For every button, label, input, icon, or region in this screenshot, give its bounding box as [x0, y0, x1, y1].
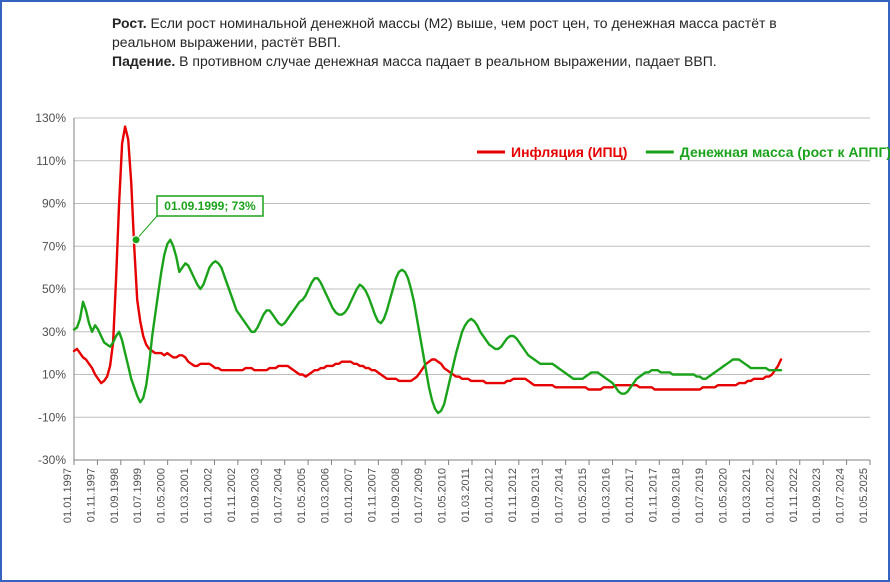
svg-text:01.07.2004: 01.07.2004: [273, 468, 285, 523]
svg-text:70%: 70%: [42, 239, 66, 253]
svg-text:90%: 90%: [42, 197, 66, 211]
svg-text:10%: 10%: [42, 368, 66, 382]
chart-svg: -30% -10% 10% 30% 50% 70% 90% 110% 130% 01.01.199…: [2, 2, 890, 582]
svg-text:01.07.2009: 01.07.2009: [413, 468, 425, 523]
svg-text:30%: 30%: [42, 325, 66, 339]
svg-text:130%: 130%: [35, 111, 66, 125]
svg-text:01.05.2000: 01.05.2000: [156, 468, 168, 523]
svg-text:01.07.2014: 01.07.2014: [554, 468, 566, 523]
svg-text:01.09.2003: 01.09.2003: [249, 468, 261, 523]
svg-text:01.11.2022: 01.11.2022: [788, 468, 800, 522]
svg-text:01.11.1997: 01.11.1997: [85, 468, 97, 522]
legend-label: Денежная масса (рост к АППГ): [680, 144, 890, 160]
svg-text:01.01.2007: 01.01.2007: [343, 468, 355, 523]
svg-text:01.03.2011: 01.03.2011: [460, 468, 472, 522]
series-inflation: [74, 127, 781, 390]
svg-text:01.05.2020: 01.05.2020: [718, 468, 730, 523]
svg-text:01.11.2007: 01.11.2007: [366, 468, 378, 522]
svg-text:01.01.2022: 01.01.2022: [764, 468, 776, 523]
svg-text:01.11.2002: 01.11.2002: [226, 468, 238, 522]
svg-text:01.07.1999: 01.07.1999: [132, 468, 144, 523]
legend-label: Инфляция (ИПЦ): [511, 144, 627, 160]
svg-text:01.05.2025: 01.05.2025: [858, 468, 870, 523]
svg-text:-10%: -10%: [38, 410, 66, 424]
svg-text:110%: 110%: [36, 154, 66, 168]
svg-text:01.03.2006: 01.03.2006: [320, 468, 332, 523]
svg-text:01.05.2010: 01.05.2010: [437, 468, 449, 523]
svg-text:01.09.2023: 01.09.2023: [811, 468, 823, 523]
svg-text:01.05.2005: 01.05.2005: [296, 468, 308, 523]
series-money_supply: [74, 240, 781, 413]
svg-text:01.09.2018: 01.09.2018: [671, 468, 683, 523]
chart-frame: Рост. Если рост номинальной денежной мас…: [0, 0, 890, 582]
svg-text:01.09.2013: 01.09.2013: [530, 468, 542, 523]
svg-text:01.03.2016: 01.03.2016: [600, 468, 612, 523]
callout-marker: [132, 236, 140, 244]
svg-text:01.01.2002: 01.01.2002: [202, 468, 214, 523]
svg-text:01.01.2012: 01.01.2012: [483, 468, 495, 523]
svg-text:01.03.2001: 01.03.2001: [179, 468, 191, 523]
svg-text:01.05.2015: 01.05.2015: [577, 468, 589, 523]
svg-text:-30%: -30%: [38, 453, 66, 467]
svg-text:01.09.2008: 01.09.2008: [390, 468, 402, 523]
svg-text:01.11.2012: 01.11.2012: [507, 468, 519, 522]
svg-text:01.01.2017: 01.01.2017: [624, 468, 636, 523]
svg-text:01.11.2017: 01.11.2017: [647, 468, 659, 522]
svg-text:01.03.2021: 01.03.2021: [741, 468, 753, 523]
callout-text: 01.09.1999; 73%: [164, 199, 256, 213]
svg-text:01.07.2024: 01.07.2024: [835, 468, 847, 523]
svg-text:50%: 50%: [42, 282, 66, 296]
svg-text:01.07.2019: 01.07.2019: [694, 468, 706, 523]
svg-text:01.01.1997: 01.01.1997: [62, 468, 74, 523]
svg-text:01.09.1998: 01.09.1998: [109, 468, 121, 523]
